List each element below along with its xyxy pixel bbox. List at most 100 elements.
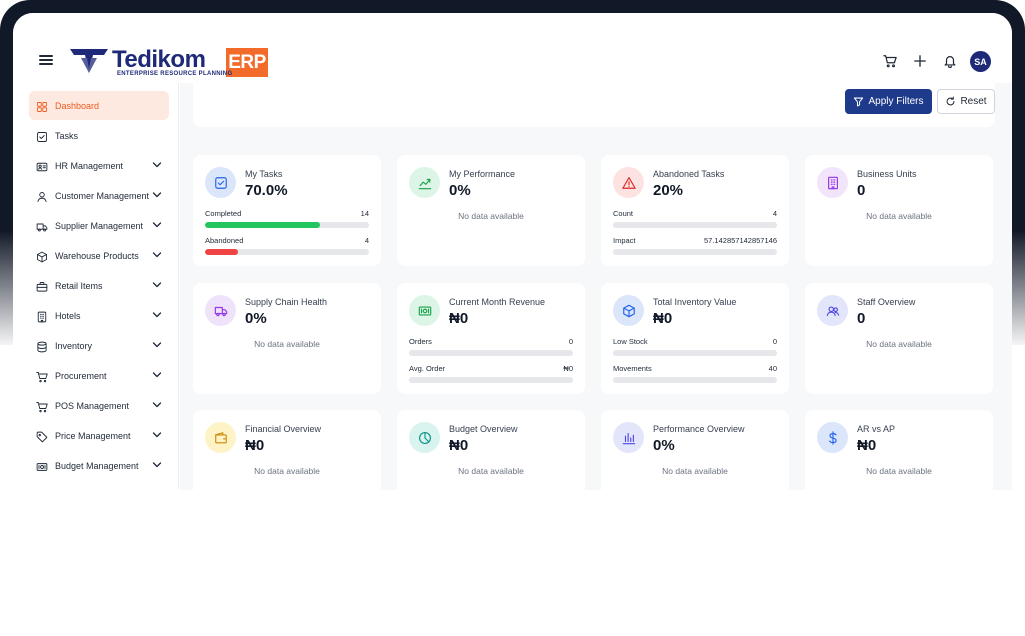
sidebar: Dashboard Tasks HR Management Customer Mana…: [13, 83, 179, 490]
card-business-units[interactable]: Business Units 0 No data available: [805, 155, 993, 266]
top-bar: Tedikom ERP ENTERPRISE RESOURCE PLANNING…: [13, 13, 1012, 83]
metric-row: Impact 57.142857142857146: [613, 236, 777, 256]
card-title: My Performance: [449, 169, 516, 179]
building-icon: [36, 310, 48, 322]
cart-icon: [36, 400, 48, 412]
progress-track: [409, 350, 573, 356]
chevron-down-icon[interactable]: [152, 281, 162, 289]
dashboard-main: Apply Filters Reset My Tasks 70.0% Complet…: [180, 83, 1012, 490]
metric-value: 57.142857142857146: [704, 236, 777, 245]
truck-icon: [36, 220, 48, 232]
database-icon: [36, 340, 48, 352]
card-title: Performance Overview: [653, 424, 745, 434]
chevron-down-icon[interactable]: [152, 191, 162, 199]
metric-label: Completed: [205, 209, 242, 218]
card-value: ₦0: [449, 310, 469, 327]
sidebar-item-label: Procurement: [55, 370, 107, 381]
truck-icon: [205, 295, 236, 326]
card-title: Financial Overview: [245, 424, 322, 434]
sidebar-item-label: POS Management: [55, 400, 130, 411]
card-title: Staff Overview: [857, 297, 916, 307]
sidebar-item-warehouse-products[interactable]: Warehouse Products: [29, 241, 169, 270]
card-financial-overview[interactable]: Financial Overview ₦0 No data available: [193, 410, 381, 490]
card-supply-chain-health[interactable]: Supply Chain Health 0% No data available: [193, 283, 381, 394]
card-performance-overview[interactable]: Performance Overview 0% No data available: [601, 410, 789, 490]
card-value: 0%: [245, 310, 267, 327]
sidebar-item-supplier-management[interactable]: Supplier Management: [29, 211, 169, 240]
progress-fill: [205, 222, 320, 228]
sidebar-item-pos-management[interactable]: POS Management: [29, 391, 169, 420]
sidebar-item-tasks[interactable]: Tasks: [29, 121, 169, 150]
sidebar-item-inventory[interactable]: Inventory: [29, 331, 169, 360]
chevron-down-icon[interactable]: [152, 461, 162, 469]
card-value: 0: [857, 310, 866, 327]
progress-track: [613, 350, 777, 356]
progress-track: [205, 222, 369, 228]
card-abandoned-tasks[interactable]: Abandoned Tasks 20% Count 4 Impact 57.1428571…: [601, 155, 789, 266]
chevron-down-icon[interactable]: [152, 161, 162, 169]
reset-button[interactable]: Reset: [937, 89, 995, 114]
metric-value: 4: [364, 236, 369, 245]
sidebar-item-customer-management[interactable]: Customer Management: [29, 181, 169, 210]
sidebar-item-hotels[interactable]: Hotels: [29, 301, 169, 330]
sidebar-item-label: Customer Management: [55, 190, 150, 201]
card-title: AR vs AP: [857, 424, 896, 434]
cart-icon: [36, 370, 48, 382]
refresh-icon: [947, 96, 955, 106]
chevron-down-icon[interactable]: [152, 311, 162, 319]
sidebar-item-procurement[interactable]: Procurement: [29, 361, 169, 390]
progress-track: [613, 377, 777, 383]
card-ar-vs-ap[interactable]: AR vs AP ₦0 No data available: [805, 410, 993, 490]
sidebar-item-price-management[interactable]: Price Management: [29, 421, 169, 450]
no-data-text: No data available: [662, 466, 728, 476]
metric-row: Abandoned 4: [205, 236, 369, 256]
apply-filters-button[interactable]: Apply Filters: [845, 89, 932, 114]
chevron-down-icon[interactable]: [152, 221, 162, 229]
card-value: ₦0: [857, 437, 877, 454]
metric-value: ₦0: [563, 364, 573, 373]
metric-label: Low Stock: [613, 337, 648, 346]
metric-value: 0: [772, 337, 777, 346]
brand-subtitle: ENTERPRISE RESOURCE PLANNING: [117, 71, 233, 77]
building-icon: [817, 167, 848, 198]
card-my-performance[interactable]: My Performance 0% No data available: [397, 155, 585, 266]
users-icon: [817, 295, 848, 326]
metric-label: Count: [613, 209, 634, 218]
user-icon: [36, 190, 48, 202]
cart-icon[interactable]: [883, 54, 897, 68]
sidebar-item-hr-management[interactable]: HR Management: [29, 151, 169, 180]
card-value: 0%: [653, 437, 675, 454]
chevron-down-icon[interactable]: [152, 401, 162, 409]
cash-icon: [36, 460, 48, 472]
cash-icon: [409, 295, 440, 326]
chevron-down-icon[interactable]: [152, 341, 162, 349]
avatar[interactable]: SA: [970, 51, 991, 72]
card-my-tasks[interactable]: My Tasks 70.0% Completed 14 Abandoned 4: [193, 155, 381, 266]
card-current-month-revenue[interactable]: Current Month Revenue ₦0 Orders 0 Avg. Order…: [397, 283, 585, 394]
menu-icon[interactable]: [39, 55, 53, 65]
logo[interactable]: Tedikom ERP ENTERPRISE RESOURCE PLANNING: [69, 46, 269, 78]
box-icon: [613, 295, 644, 326]
card-staff-overview[interactable]: Staff Overview 0 No data available: [805, 283, 993, 394]
sidebar-item-budget-management[interactable]: Budget Management: [29, 451, 169, 480]
trend-icon: [409, 167, 440, 198]
wallet-icon: [205, 422, 236, 453]
metric-row: Completed 14: [205, 209, 369, 229]
sidebar-item-label: Warehouse Products: [55, 250, 139, 261]
metric-row: Avg. Order ₦0: [409, 364, 573, 384]
card-total-inventory-value[interactable]: Total Inventory Value ₦0 Low Stock 0 Movemen…: [601, 283, 789, 394]
card-budget-overview[interactable]: Budget Overview ₦0 No data available: [397, 410, 585, 490]
card-title: Budget Overview: [449, 424, 518, 434]
sidebar-item-label: Tasks: [55, 130, 79, 141]
sidebar-item-dashboard[interactable]: Dashboard: [29, 91, 169, 120]
box-icon: [36, 250, 48, 262]
bell-icon[interactable]: [943, 54, 957, 68]
sidebar-item-label: Supplier Management: [55, 220, 144, 231]
card-title: My Tasks: [245, 169, 283, 179]
chevron-down-icon[interactable]: [152, 371, 162, 379]
logo-mark-icon: [70, 49, 108, 75]
chevron-down-icon[interactable]: [152, 251, 162, 259]
chevron-down-icon[interactable]: [152, 431, 162, 439]
plus-icon[interactable]: [913, 54, 927, 68]
sidebar-item-retail-items[interactable]: Retail Items: [29, 271, 169, 300]
